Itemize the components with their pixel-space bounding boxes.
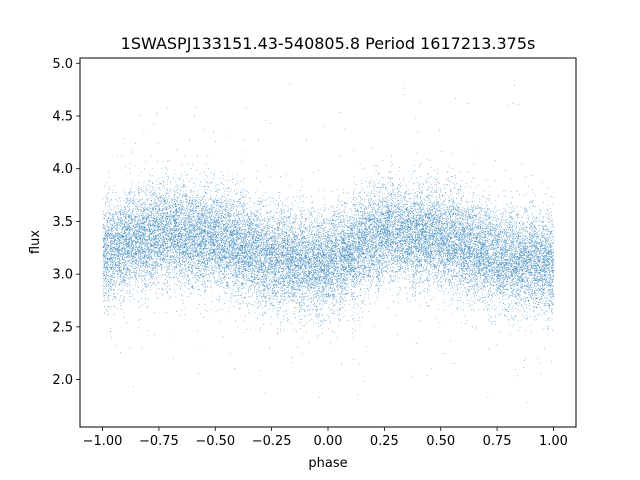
y-axis-label: flux (28, 230, 43, 254)
x-tick-label: 0.00 (314, 434, 343, 449)
x-tick-label: −0.75 (139, 434, 179, 449)
plot-area-frame (79, 57, 577, 428)
y-tick-label: 2.0 (52, 373, 73, 388)
chart-title: 1SWASPJ133151.43-540805.8 Period 1617213… (121, 34, 536, 53)
x-tick-label: −1.00 (83, 434, 123, 449)
x-tick-label: 0.50 (426, 434, 455, 449)
x-tick-label: 0.25 (370, 434, 399, 449)
x-tick-label: −0.25 (252, 434, 292, 449)
x-axis: −1.00 −0.75 −0.50 −0.25 0.00 0.25 0.50 0.75 1.00 (83, 427, 568, 449)
y-tick-label: 4.0 (52, 162, 73, 177)
y-tick-label: 2.5 (52, 320, 73, 335)
scatter-points (102, 82, 555, 403)
y-tick-label: 3.5 (52, 215, 73, 230)
y-tick-label: 4.5 (52, 109, 73, 124)
x-tick-label: −0.50 (195, 434, 235, 449)
y-axis: 2.0 2.5 3.0 3.5 4.0 4.5 5.0 (52, 57, 80, 388)
y-tick-label: 5.0 (52, 57, 73, 72)
x-tick-label: 0.75 (483, 434, 512, 449)
data-points (102, 82, 555, 403)
x-tick-label: 1.00 (539, 434, 568, 449)
x-axis-label: phase (308, 456, 347, 471)
y-tick-label: 3.0 (52, 268, 73, 283)
